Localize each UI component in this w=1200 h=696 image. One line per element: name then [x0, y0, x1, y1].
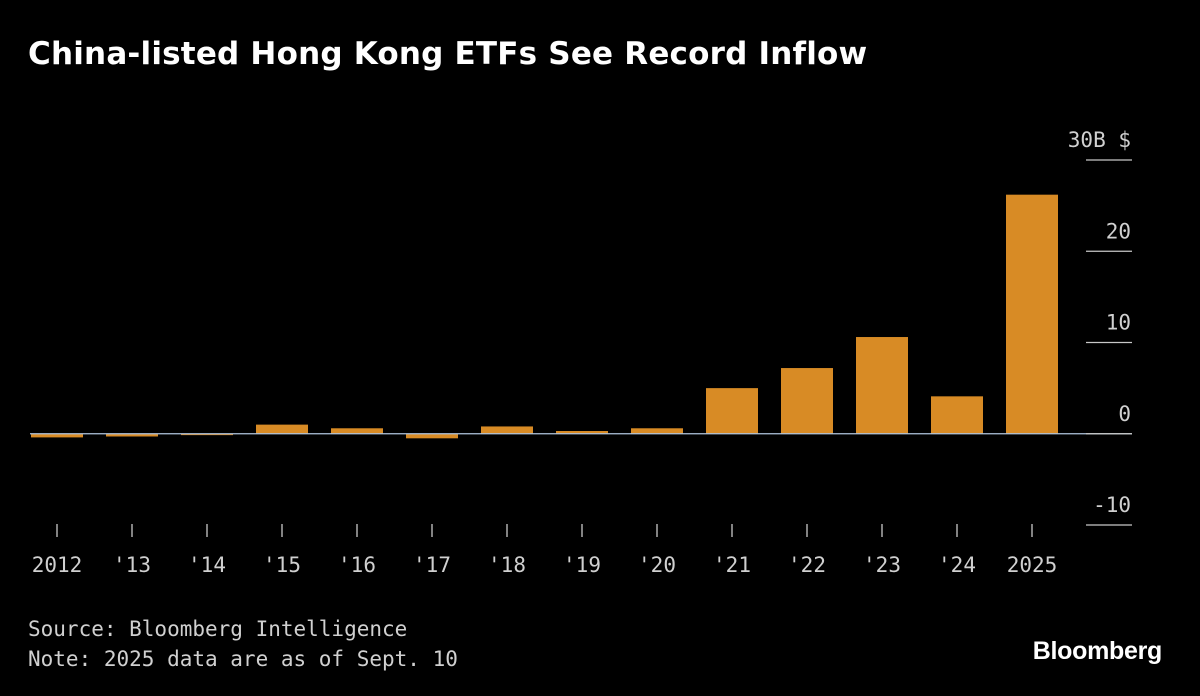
- x-tick-label-8: '20: [638, 553, 676, 577]
- x-tick-label-5: '17: [413, 553, 451, 577]
- y-tick-label-2: 10: [1106, 311, 1131, 335]
- bar-chart: -10 0 10 20 30B $ 2012 '13 '14 '15 '16 '17 '18 '19 '…: [30, 128, 1132, 577]
- x-tick-label-6: '18: [488, 553, 526, 577]
- x-tick-label-3: '15: [263, 553, 301, 577]
- bar-7: [556, 431, 608, 434]
- chart-title: China-listed Hong Kong ETFs See Record I…: [28, 36, 868, 72]
- x-tick-label-1: '13: [113, 553, 151, 577]
- x-axis: 2012 '13 '14 '15 '16 '17 '18 '19 '20 '21 '22 '23 '24…: [32, 524, 1058, 577]
- bars-group: [31, 194, 1058, 439]
- y-tick-label-3: 20: [1106, 219, 1131, 243]
- x-tick-label-2: '14: [188, 553, 226, 577]
- bar-6: [481, 426, 533, 434]
- x-tick-label-7: '19: [563, 553, 601, 577]
- source-note: Source: Bloomberg Intelligence: [28, 617, 408, 641]
- x-tick-label-0: 2012: [32, 553, 83, 577]
- bar-11: [856, 337, 908, 434]
- x-tick-label-13: 2025: [1007, 553, 1058, 577]
- bar-0: [31, 433, 83, 438]
- bar-12: [931, 396, 983, 434]
- bar-2: [181, 433, 233, 436]
- bar-9: [706, 388, 758, 434]
- bar-8: [631, 428, 683, 434]
- data-note: Note: 2025 data are as of Sept. 10: [28, 647, 458, 671]
- x-tick-label-12: '24: [938, 553, 976, 577]
- bar-5: [406, 433, 458, 439]
- bloomberg-logo: Bloomberg: [1032, 637, 1163, 665]
- bar-3: [256, 424, 308, 434]
- x-tick-label-4: '16: [338, 553, 376, 577]
- bar-13: [1006, 194, 1058, 434]
- x-tick-label-9: '21: [713, 553, 751, 577]
- bar-4: [331, 428, 383, 434]
- x-tick-label-10: '22: [788, 553, 826, 577]
- x-tick-label-11: '23: [863, 553, 901, 577]
- y-axis: -10 0 10 20 30B $: [1068, 128, 1132, 526]
- bar-1: [106, 433, 158, 437]
- bar-10: [781, 368, 833, 434]
- y-tick-label-1: 0: [1118, 402, 1131, 426]
- y-tick-label-4: 30B $: [1068, 128, 1131, 152]
- y-tick-label-0: -10: [1093, 493, 1131, 517]
